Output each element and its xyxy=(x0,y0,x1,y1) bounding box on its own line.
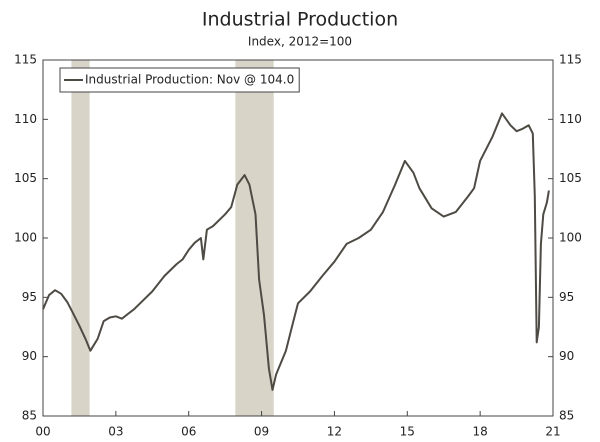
x-tick-label: 15 xyxy=(400,425,415,439)
y-tick-label: 110 xyxy=(14,112,37,126)
y-tick-label: 95 xyxy=(22,290,37,304)
y-tick-label: 100 xyxy=(14,231,37,245)
y-tick-label: 115 xyxy=(14,53,37,67)
plot-frame xyxy=(42,59,554,417)
y2-tick-label: 95 xyxy=(559,290,574,304)
x-tick-label: 00 xyxy=(35,425,50,439)
x-tick-label: 12 xyxy=(327,425,342,439)
x-tick-label: 21 xyxy=(545,425,560,439)
y2-tick-label: 110 xyxy=(559,112,582,126)
chart-title: Industrial Production xyxy=(202,9,398,31)
y-tick-label: 90 xyxy=(22,349,37,363)
y2-tick-label: 115 xyxy=(559,53,582,67)
y-tick-label: 105 xyxy=(14,171,37,185)
chart-subtitle: Index, 2012=100 xyxy=(248,35,352,49)
legend-label: Industrial Production: Nov @ 104.0 xyxy=(85,73,294,87)
x-tick-label: 06 xyxy=(181,425,196,439)
legend-box xyxy=(59,67,300,93)
series-line xyxy=(42,112,550,391)
y2-tick-label: 90 xyxy=(559,349,574,363)
recession-band xyxy=(71,60,90,416)
x-tick-label: 03 xyxy=(108,425,123,439)
y2-tick-label: 85 xyxy=(559,409,574,423)
x-tick-label: 18 xyxy=(473,425,488,439)
y2-tick-label: 100 xyxy=(559,231,582,245)
y-tick-label: 85 xyxy=(22,409,37,423)
y2-tick-label: 105 xyxy=(559,171,582,185)
x-tick-label: 09 xyxy=(254,425,269,439)
